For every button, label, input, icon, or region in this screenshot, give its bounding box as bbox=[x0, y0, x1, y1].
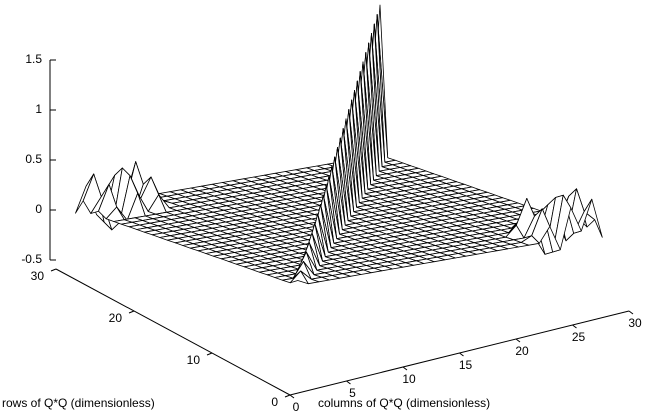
z-tick-label: 0.5 bbox=[25, 152, 42, 166]
x-tick bbox=[572, 324, 577, 329]
y-axis bbox=[55, 268, 291, 396]
x-tick-label: 0 bbox=[293, 400, 300, 414]
y-tick bbox=[284, 394, 291, 398]
mesh-cell bbox=[289, 270, 309, 285]
z-tick-label: 1.5 bbox=[25, 52, 42, 66]
z-tick-label: 1 bbox=[35, 102, 42, 116]
x-tick bbox=[402, 366, 408, 371]
y-tick-label: 10 bbox=[187, 353, 201, 367]
x-tick bbox=[346, 380, 351, 385]
z-tick-label: 0 bbox=[35, 202, 42, 216]
y-tick bbox=[50, 268, 57, 272]
y-tick-label: 20 bbox=[109, 311, 123, 325]
x-tick-label: 30 bbox=[628, 316, 642, 330]
x-tick-label: 15 bbox=[459, 358, 473, 372]
y-tick bbox=[128, 310, 135, 314]
y-tick-label: 30 bbox=[31, 269, 45, 283]
y-tick bbox=[206, 352, 213, 356]
x-tick-label: 20 bbox=[515, 344, 529, 358]
x-tick bbox=[628, 310, 634, 315]
z-tick-label: -0.5 bbox=[21, 252, 42, 266]
x-tick-label: 25 bbox=[572, 330, 586, 344]
x-axis-label: columns of Q*Q (dimensionless) bbox=[318, 396, 490, 410]
y-tick-label: 0 bbox=[271, 395, 278, 409]
x-tick bbox=[459, 352, 464, 357]
y-axis-label: rows of Q*Q (dimensionless) bbox=[2, 396, 155, 410]
x-tick-label: 10 bbox=[402, 372, 416, 386]
x-tick bbox=[289, 394, 295, 399]
x-tick-label: 5 bbox=[349, 386, 356, 400]
x-tick bbox=[515, 338, 521, 343]
